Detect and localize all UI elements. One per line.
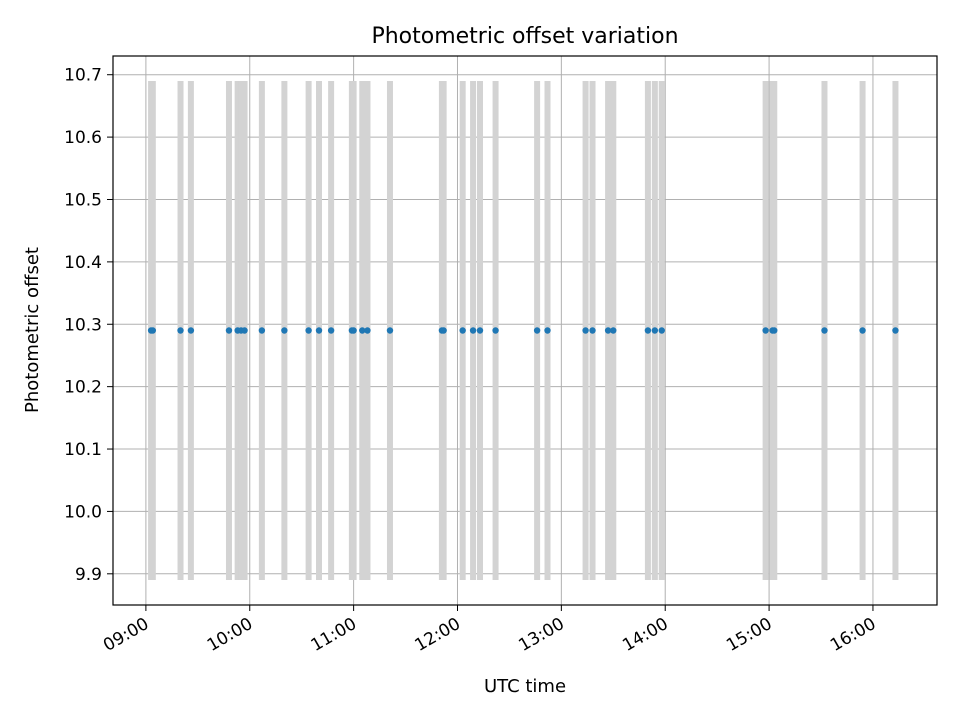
x-tick-label: 12:00: [412, 614, 464, 656]
x-tick-label: 13:00: [515, 614, 567, 656]
y-axis-label: Photometric offset: [22, 247, 43, 413]
data-point: [859, 327, 866, 334]
data-point: [459, 327, 466, 334]
data-point: [469, 327, 477, 334]
x-tick-label: 11:00: [308, 614, 360, 656]
x-tick-label: 15:00: [723, 614, 775, 656]
data-point: [821, 327, 828, 334]
data-point: [364, 327, 371, 334]
y-tick-label: 10.1: [64, 440, 102, 460]
data-point: [327, 327, 335, 334]
data-point: [762, 327, 769, 334]
data-point: [281, 327, 288, 334]
y-tick-label: 10.0: [64, 502, 102, 522]
data-point: [892, 327, 899, 334]
x-tick-label: 09:00: [100, 614, 152, 656]
y-tick-label: 10.5: [64, 190, 102, 210]
x-tick-label: 10:00: [204, 614, 256, 656]
data-points: [147, 327, 899, 334]
y-axis-ticks: 9.9 10.0 10.1 10.2 10.3 10.4 10.5 10.6 10.7: [64, 66, 113, 585]
y-tick-label: 10.2: [64, 378, 102, 398]
data-point: [315, 327, 323, 334]
chart-title: Photometric offset variation: [371, 24, 678, 49]
data-point: [359, 327, 366, 334]
data-point: [440, 327, 447, 334]
data-point: [771, 327, 778, 334]
data-point: [492, 327, 499, 334]
y-tick-label: 9.9: [75, 565, 102, 585]
y-tick-label: 10.4: [64, 253, 102, 273]
data-point: [350, 327, 357, 334]
data-point: [544, 327, 551, 334]
y-tick-label: 10.7: [64, 66, 102, 86]
x-tick-label: 16:00: [827, 614, 879, 656]
data-point: [476, 327, 484, 334]
plot-frame: [112, 55, 938, 606]
y-tick-label: 10.3: [64, 315, 102, 335]
x-tick-label: 14:00: [619, 614, 671, 656]
x-axis-ticks: 09:00 10:00 11:00 12:00 13:00 14:00 15:00 16:00: [100, 605, 879, 656]
data-point: [149, 327, 157, 334]
data-point: [177, 327, 184, 334]
data-point: [386, 327, 394, 334]
data-point: [610, 327, 617, 334]
data-point: [589, 327, 596, 334]
data-point: [258, 327, 266, 334]
data-point: [305, 327, 312, 334]
x-axis-label: UTC time: [484, 676, 566, 697]
data-point: [644, 327, 652, 334]
data-point: [582, 327, 589, 334]
data-point: [651, 327, 659, 334]
data-point: [241, 327, 248, 334]
y-tick-label: 10.6: [64, 128, 102, 148]
data-point: [658, 327, 665, 334]
data-point: [225, 327, 233, 334]
data-point: [533, 327, 541, 334]
data-point: [604, 327, 612, 334]
data-point: [187, 327, 195, 334]
